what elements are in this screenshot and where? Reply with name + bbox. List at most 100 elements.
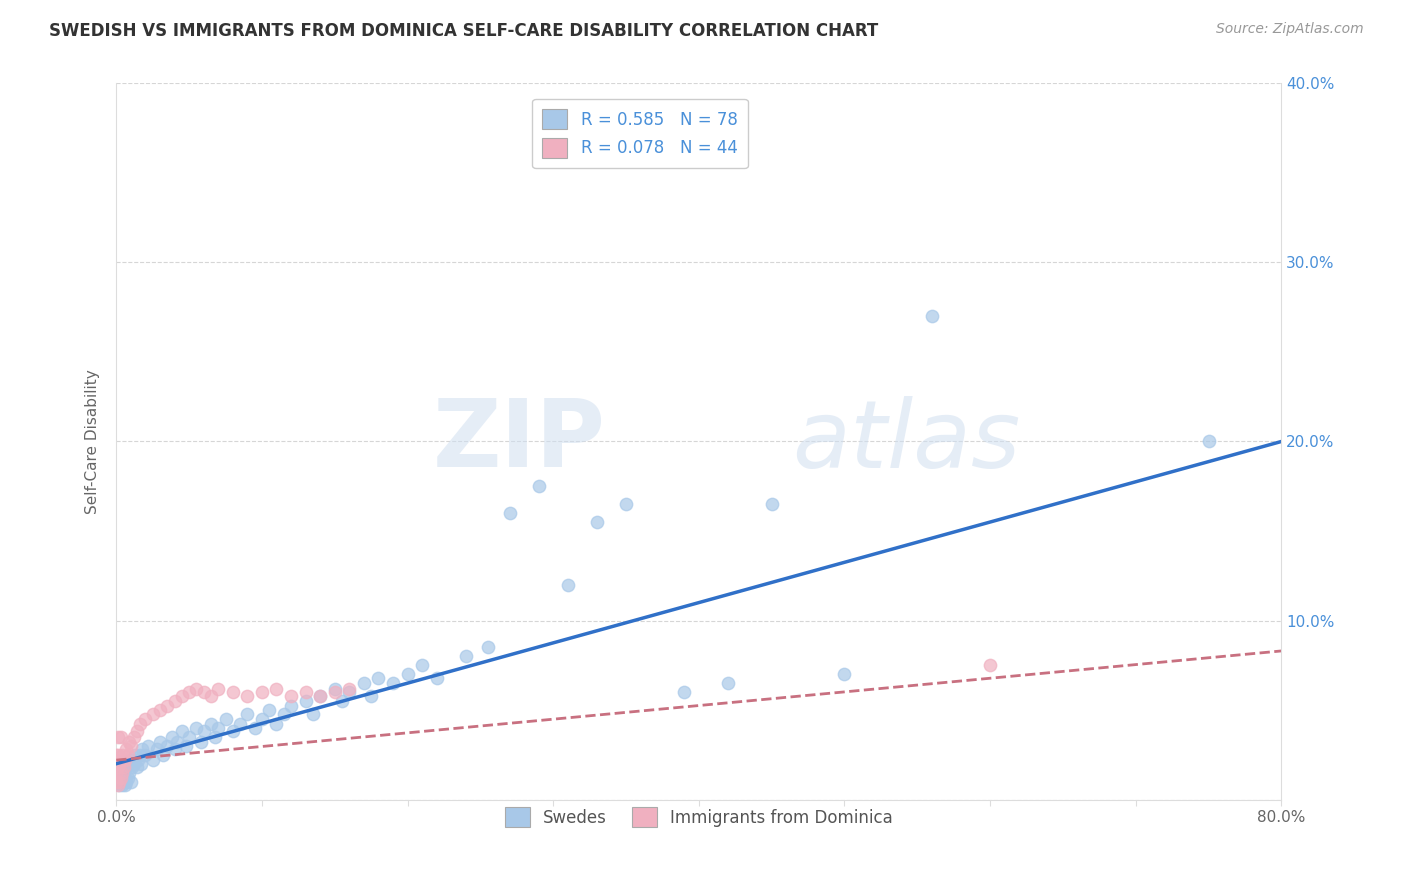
Point [117,756,139,771]
Point [309,689,332,703]
Point [214,712,236,726]
Point [156,739,179,753]
Point [111,747,134,762]
Point [177,730,200,744]
Point [222,724,245,739]
Point [163,694,186,708]
Point [108,756,131,771]
Point [120,739,142,753]
Point [193,724,215,739]
Point [122,756,145,771]
Text: ZIP: ZIP [433,395,606,488]
Point [111,765,134,780]
Point [229,717,252,731]
Point [527,479,550,493]
Point [127,753,149,767]
Point [330,694,353,708]
Point [163,742,186,756]
Point [323,681,346,696]
Point [557,577,579,591]
Point [204,730,226,744]
Point [200,689,222,703]
Point [121,760,143,774]
Point [115,760,138,774]
Point [761,497,783,511]
Point [125,724,148,739]
Point [411,658,433,673]
Point [115,742,138,756]
Point [136,739,159,753]
Point [222,685,245,699]
Point [294,685,316,699]
Point [280,689,302,703]
Point [118,765,141,780]
Point [156,699,179,714]
Point [323,685,346,699]
Point [146,742,169,756]
Point [174,739,197,753]
Point [110,771,132,785]
Point [302,706,325,721]
Point [273,706,295,721]
Point [125,760,148,774]
Point [111,778,134,792]
Point [207,681,229,696]
Point [367,671,389,685]
Point [111,771,134,785]
Point [717,676,740,690]
Point [207,721,229,735]
Point [131,742,153,756]
Point [834,667,856,681]
Point [122,730,145,744]
Point [134,712,156,726]
Point [149,703,172,717]
Point [193,685,215,699]
Point [498,506,520,520]
Point [250,712,273,726]
Point [170,724,193,739]
Point [200,717,222,731]
Point [979,658,1001,673]
Text: atlas: atlas [792,396,1021,487]
Point [280,699,302,714]
Point [120,753,142,767]
Point [128,717,150,731]
Point [134,747,156,762]
Point [129,756,152,771]
Point [128,747,150,762]
Point [107,747,129,762]
Point [614,497,637,511]
Point [105,765,128,780]
Point [149,735,172,749]
Point [177,685,200,699]
Point [117,747,139,762]
Point [112,760,135,774]
Point [112,774,135,789]
Point [152,747,174,762]
Point [112,765,135,780]
Point [382,676,405,690]
Point [337,681,360,696]
Point [477,640,499,655]
Legend: Swedes, Immigrants from Dominica: Swedes, Immigrants from Dominica [498,800,900,834]
Point [454,649,477,664]
Point [294,694,316,708]
Point [107,730,129,744]
Point [250,685,273,699]
Point [108,774,131,789]
Point [353,676,375,690]
Text: Source: ZipAtlas.com: Source: ZipAtlas.com [1216,22,1364,37]
Point [107,760,129,774]
Point [266,681,288,696]
Point [186,681,208,696]
Point [257,703,280,717]
Point [673,685,696,699]
Point [309,689,332,703]
Point [190,735,212,749]
Point [921,309,943,323]
Y-axis label: Self-Care Disability: Self-Care Disability [86,369,100,514]
Point [120,774,142,789]
Point [186,721,208,735]
Point [105,774,128,789]
Point [118,735,141,749]
